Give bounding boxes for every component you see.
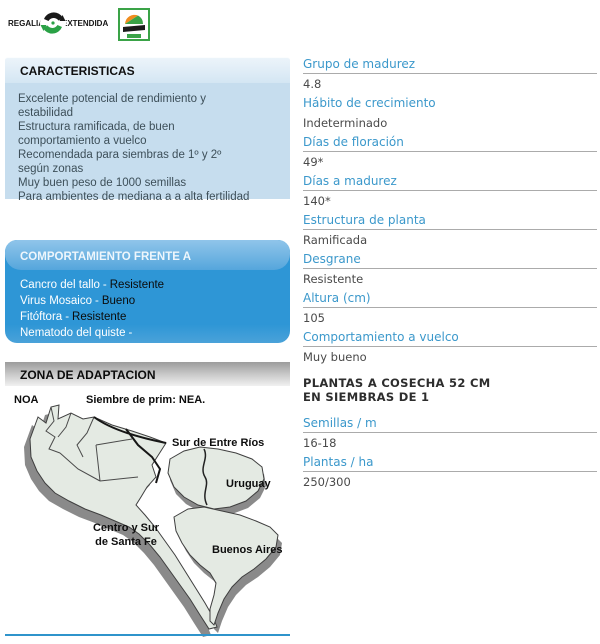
map-label-nea: Siembre de prim: NEA. bbox=[86, 394, 205, 406]
field-plantas-ha: Plantas / ha 250/300 bbox=[303, 455, 597, 489]
caracteristicas-body: Excelente potencial de rendimiento y est… bbox=[5, 83, 290, 203]
header-logos: REGALIA EXTENDIDA bbox=[8, 8, 151, 41]
field-desgrane: Desgrane Resistente bbox=[303, 252, 597, 286]
caracteristicas-line: Para ambientes de mediana a a alta ferti… bbox=[18, 191, 250, 203]
dash: - bbox=[95, 295, 99, 307]
map-label-noa: NOA bbox=[14, 394, 39, 406]
map-label-santa-fe-2: de Santa Fe bbox=[95, 536, 157, 548]
regalia-circle-icon bbox=[40, 10, 66, 36]
field-estructura-planta: Estructura de planta Ramificada bbox=[303, 213, 597, 247]
disease-row: Cancro del tallo - Resistente bbox=[20, 279, 165, 291]
caracteristicas-line: según zonas bbox=[18, 163, 84, 175]
map-label-buenos-aires: Buenos Aires bbox=[212, 544, 283, 556]
seed-brand-logo bbox=[118, 8, 151, 41]
map-label-entre-rios: Sur de Entre Ríos bbox=[172, 437, 264, 449]
bottom-divider bbox=[5, 634, 290, 636]
map-boundaries bbox=[45, 406, 139, 482]
river-line bbox=[202, 448, 208, 506]
caracteristicas-line: Excelente potencial de rendimiento y bbox=[18, 93, 206, 105]
dash: - bbox=[128, 327, 133, 339]
caracteristicas-line: comportamiento a vuelco bbox=[18, 135, 147, 147]
section-comportamiento: COMPORTAMIENTO FRENTE A Cancro del tallo… bbox=[5, 240, 290, 343]
map-label-uruguay: Uruguay bbox=[226, 478, 272, 490]
regalia-text: REGALIA bbox=[8, 18, 44, 28]
caracteristicas-line: Recomendada para siembras de 1º y 2º bbox=[18, 149, 222, 161]
adaptation-zone-map: NOA Siembre de prim: NEA. Sur de Entre R… bbox=[14, 394, 283, 637]
map-region-borders bbox=[93, 416, 167, 484]
data-sheet: Grupo de madurez 4.8 Hábito de crecimien… bbox=[303, 57, 597, 494]
map-land bbox=[29, 404, 279, 630]
caracteristicas-line: estabilidad bbox=[18, 107, 73, 119]
field-semillas-m: Semillas / m 16-18 bbox=[303, 416, 597, 450]
field-comportamiento-vuelco: Comportamiento a vuelco Muy bueno bbox=[303, 330, 597, 364]
disease-row: Nematodo del quiste - bbox=[20, 327, 133, 339]
comportamiento-title: COMPORTAMIENTO FRENTE A bbox=[5, 240, 290, 270]
disease-row: Virus Mosaico - Bueno bbox=[20, 295, 136, 307]
plantas-cosecha-note: PLANTAS A COSECHA 52 CM EN SIEMBRAS DE 1 bbox=[303, 376, 491, 404]
field-altura: Altura (cm) 105 bbox=[303, 291, 597, 325]
caracteristicas-line: Estructura ramificada, de buen bbox=[18, 121, 175, 133]
extendida-text: EXTENDIDA bbox=[62, 18, 109, 28]
field-grupo-madurez: Grupo de madurez 4.8 bbox=[303, 57, 597, 91]
section-caracteristicas: CARACTERISTICAS Excelente potencial de r… bbox=[5, 57, 290, 203]
zona-title: ZONA DE ADAPTACION bbox=[5, 361, 290, 386]
field-dias-madurez: Días a madurez 140* bbox=[303, 174, 597, 208]
field-dias-floracion: Días de floración 49* bbox=[303, 135, 597, 169]
comportamiento-items: Cancro del tallo - Resistente Virus Mosaic… bbox=[20, 277, 290, 341]
dash: - bbox=[102, 279, 107, 291]
map-label-santa-fe-1: Centro y Sur bbox=[93, 522, 160, 534]
field-habito-crecimiento: Hábito de crecimiento Indeterminado bbox=[303, 96, 436, 130]
disease-row: Fitóftora - Resistente bbox=[20, 311, 127, 323]
caracteristicas-line: Muy buen peso de 1000 semillas bbox=[18, 177, 187, 189]
regalia-extendida-logo: REGALIA EXTENDIDA bbox=[8, 8, 108, 38]
caracteristicas-title: CARACTERISTICAS bbox=[5, 57, 290, 83]
dash: - bbox=[65, 311, 70, 323]
